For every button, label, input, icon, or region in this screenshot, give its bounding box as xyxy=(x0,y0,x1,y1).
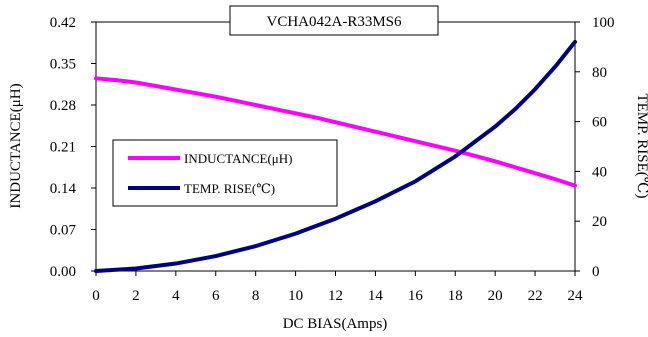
series-layer xyxy=(94,39,577,273)
x-tick-label: 18 xyxy=(448,288,463,304)
y-left-tick-label: 0.14 xyxy=(50,181,77,197)
y-left-tick-label: 0.28 xyxy=(50,98,76,114)
y-left-tick-label: 0.00 xyxy=(50,264,76,280)
x-tick-label: 10 xyxy=(288,288,303,304)
y-right-tick-label: 0 xyxy=(592,264,600,280)
y-left-tick-label: 0.35 xyxy=(50,57,76,73)
y-axis-right-title: TEMP. RISE(℃) xyxy=(634,93,648,198)
x-tick-label: 20 xyxy=(488,288,503,304)
x-tick-label: 16 xyxy=(408,288,424,304)
x-tick-label: 0 xyxy=(92,288,100,304)
x-tick-label: 22 xyxy=(528,288,543,304)
title-box xyxy=(229,5,439,36)
x-tick-label: 2 xyxy=(132,288,140,304)
x-tick-label: 14 xyxy=(368,288,384,304)
x-axis-ticks: 0 2 4 6 8 10 12 14 16 18 20 22 24 xyxy=(92,271,583,304)
right-axis-ticks: 0 20 40 60 80 100 xyxy=(575,15,615,280)
x-tick-label: 6 xyxy=(212,288,220,304)
y-right-tick-label: 40 xyxy=(592,164,607,180)
legend-label-inductance: INDUCTANCE(μH) xyxy=(184,151,292,166)
y-right-tick-label: 20 xyxy=(592,214,607,230)
series-line-inductance xyxy=(94,76,577,188)
x-tick-label: 8 xyxy=(252,288,260,304)
chart-title: VCHA042A-R33MS6 xyxy=(266,14,402,30)
x-tick-label: 12 xyxy=(328,288,343,304)
y-right-tick-label: 80 xyxy=(592,65,607,81)
left-axis-ticks: 0.00 0.07 0.14 0.21 0.28 0.35 0.42 xyxy=(50,15,96,280)
x-tick-label: 24 xyxy=(568,288,584,304)
y-axis-left-title: INDUCTANCE(μH) xyxy=(8,83,24,208)
y-left-tick-label: 0.42 xyxy=(50,15,76,31)
y-left-tick-label: 0.21 xyxy=(50,140,76,156)
series-line-temp-rise xyxy=(94,39,577,273)
legend-box xyxy=(112,139,338,207)
y-right-tick-label: 100 xyxy=(592,15,615,31)
y-left-tick-label: 0.07 xyxy=(50,223,77,239)
x-axis-title: DC BIAS(Amps) xyxy=(283,316,388,332)
legend-label-temp-rise: TEMP. RISE(℃) xyxy=(184,181,275,196)
y-right-tick-label: 60 xyxy=(592,115,607,131)
x-tick-label: 4 xyxy=(172,288,180,304)
